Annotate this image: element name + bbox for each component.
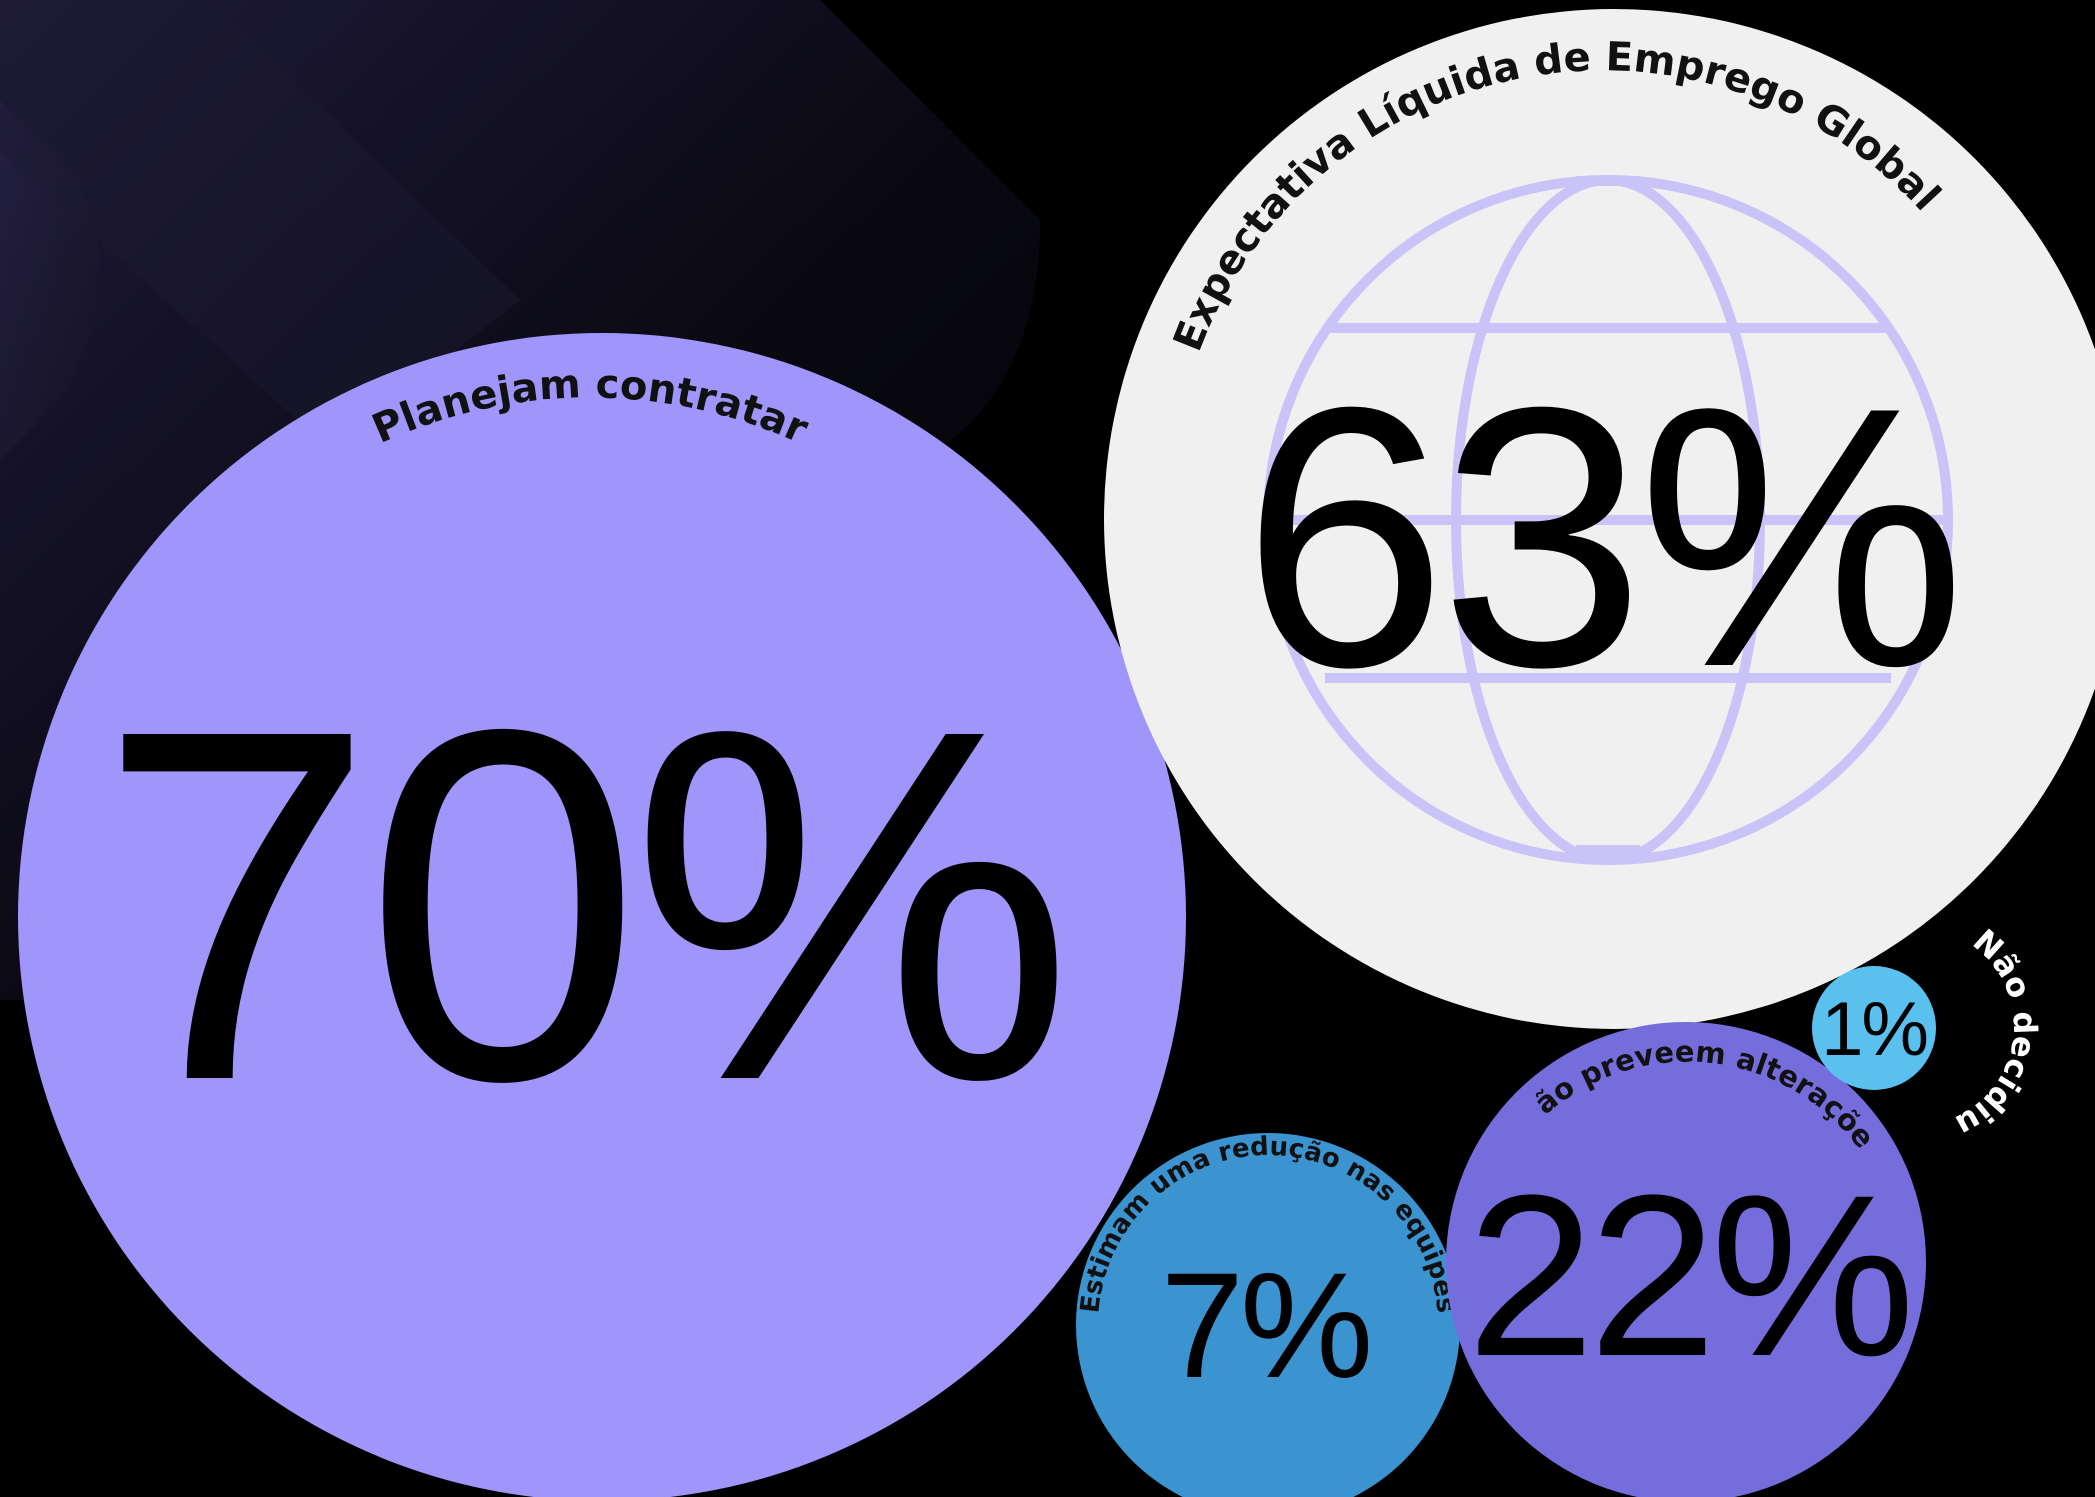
bubble-reduce [1076,1133,1460,1497]
bubble-reduce-value: 7% [1161,1241,1370,1409]
bubble-no-change-value: 22% [1467,1147,1909,1404]
globe-icon [1263,175,1953,865]
bubble-plan-hire-value: 70% [98,625,1063,1184]
bubble-undecided-value: 1% [1821,987,1927,1072]
bubble-undecided [1812,966,1936,1090]
background-shape-diagonal [0,0,520,450]
bubble-plan-hire [18,333,1186,1497]
background-shape-left [0,100,100,460]
bubble-global-value: 63% [1242,331,1959,744]
bubble-no-change [1446,1022,1926,1497]
